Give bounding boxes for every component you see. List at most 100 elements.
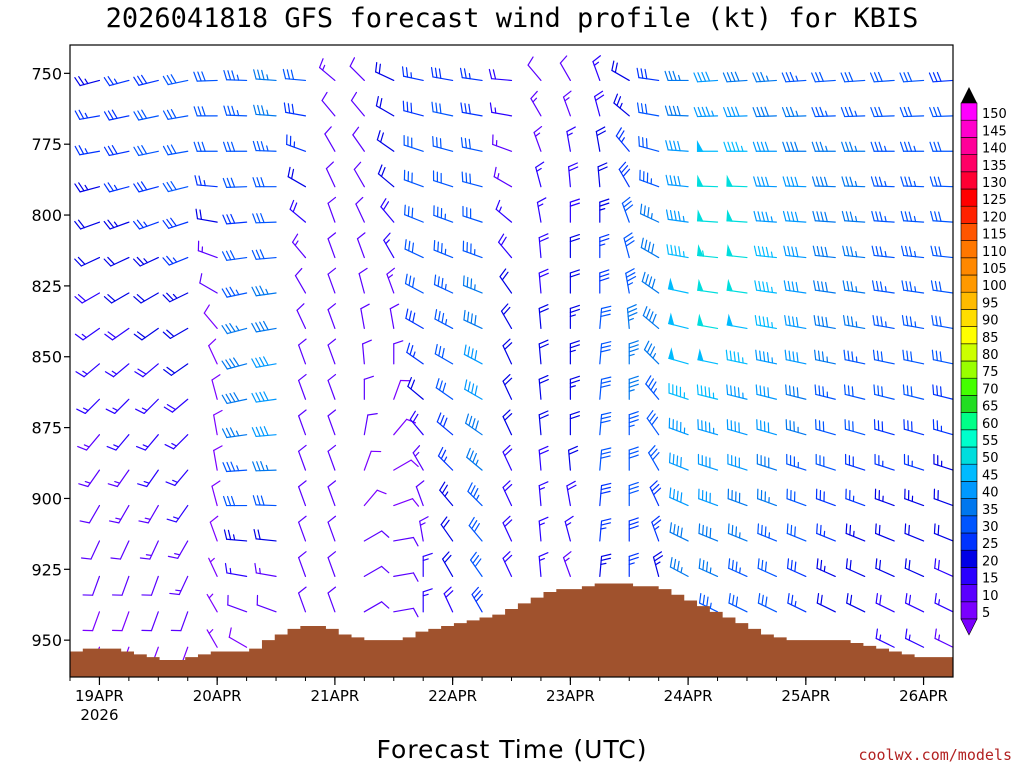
barb-full-feather — [821, 281, 824, 292]
barb-staff — [434, 318, 454, 330]
wind-barb — [628, 517, 639, 542]
barb-staff — [143, 398, 159, 415]
barb-half-feather — [444, 283, 447, 291]
wind-barb — [569, 304, 580, 330]
wind-barb — [389, 303, 400, 330]
barb-full-feather — [639, 203, 643, 215]
barb-full-feather — [500, 236, 507, 246]
barb-full-feather — [213, 445, 223, 452]
barb-full-feather — [261, 69, 265, 81]
barb-staff — [407, 385, 424, 400]
x-tick-label: 19APR — [75, 687, 124, 705]
barb-full-feather — [600, 522, 612, 526]
barb-full-feather — [225, 359, 232, 369]
barb-full-feather — [935, 350, 938, 362]
barb-staff — [442, 558, 454, 577]
barb-full-feather — [472, 487, 479, 498]
barb-half-feather — [600, 562, 607, 566]
barb-full-feather — [782, 141, 787, 152]
credit-link[interactable]: coolwx.com/models — [858, 746, 1012, 764]
wind-barb — [74, 292, 101, 304]
barb-full-feather — [899, 141, 905, 152]
barb-full-feather — [816, 558, 819, 569]
wind-barb — [433, 205, 454, 223]
barb-staff — [816, 532, 836, 542]
barb-full-feather — [504, 342, 513, 350]
barb-staff — [91, 575, 101, 596]
barb-full-feather — [934, 558, 937, 569]
barb-half-feather — [209, 557, 215, 563]
barb-full-feather — [137, 182, 144, 192]
barb-full-feather — [940, 386, 942, 397]
barb-full-feather — [287, 166, 291, 178]
wind-barb — [902, 349, 925, 365]
barb-full-feather — [841, 141, 846, 152]
barb-full-feather — [932, 384, 935, 396]
wind-barb — [498, 233, 513, 259]
barb-full-feather — [103, 296, 113, 304]
barb-half-feather — [113, 444, 120, 448]
barb-full-feather — [438, 380, 443, 391]
wind-barb — [755, 384, 778, 400]
barb-full-feather — [816, 593, 820, 604]
barb-full-feather — [648, 311, 654, 322]
barb-full-feather — [599, 269, 610, 274]
barb-staff — [433, 214, 454, 223]
barb-full-feather — [498, 233, 505, 243]
barb-staff — [502, 557, 513, 577]
barb-staff — [393, 607, 415, 613]
wind-barb — [169, 575, 189, 596]
wind-barb — [933, 488, 954, 507]
barb-full-feather — [664, 70, 669, 82]
barb-staff — [461, 77, 483, 82]
barb-half-feather — [266, 145, 269, 152]
barb-half-feather — [884, 180, 887, 188]
barb-full-feather — [227, 141, 232, 152]
barb-full-feather — [842, 280, 846, 291]
barb-full-feather — [697, 72, 703, 83]
barb-full-feather — [636, 67, 640, 79]
barb-full-feather — [463, 309, 466, 321]
barb-full-feather — [678, 246, 681, 257]
wind-barb — [393, 340, 404, 365]
barb-full-feather — [760, 524, 763, 536]
wind-barb — [618, 161, 631, 188]
barb-half-feather — [682, 251, 685, 258]
barb-full-feather — [569, 340, 580, 345]
barb-full-feather — [412, 536, 419, 547]
barb-full-feather — [439, 103, 442, 114]
barb-full-feather — [937, 524, 940, 536]
barb-full-feather — [377, 164, 383, 175]
wind-barb — [350, 91, 365, 117]
barb-full-feather — [726, 384, 729, 396]
barb-full-feather — [408, 275, 412, 287]
barb-full-feather — [251, 249, 257, 260]
barb-full-feather — [327, 303, 337, 311]
barb-full-feather — [536, 197, 547, 204]
barb-full-feather — [226, 177, 232, 188]
barb-full-feather — [104, 371, 115, 378]
barb-staff — [903, 359, 925, 365]
wind-barb — [469, 551, 483, 577]
barb-full-feather — [696, 384, 699, 396]
barb-full-feather — [820, 246, 824, 257]
barb-staff — [597, 166, 601, 188]
barb-full-feather — [502, 444, 511, 453]
barb-full-feather — [407, 206, 410, 217]
barb-staff — [816, 567, 836, 577]
barb-half-feather — [171, 442, 178, 447]
barb-full-feather — [904, 593, 908, 604]
barb-half-feather — [144, 517, 151, 520]
wind-barb — [533, 125, 543, 152]
wind-barb — [752, 71, 778, 83]
barb-half-feather — [765, 75, 770, 82]
barb-full-feather — [762, 316, 766, 327]
barb-full-feather — [493, 166, 497, 178]
barb-staff — [757, 532, 778, 542]
barb-staff — [669, 531, 689, 542]
barb-full-feather — [74, 333, 84, 341]
barb-half-feather — [538, 557, 545, 562]
colorbar-swatch — [960, 377, 978, 396]
barb-half-feather — [236, 74, 240, 81]
